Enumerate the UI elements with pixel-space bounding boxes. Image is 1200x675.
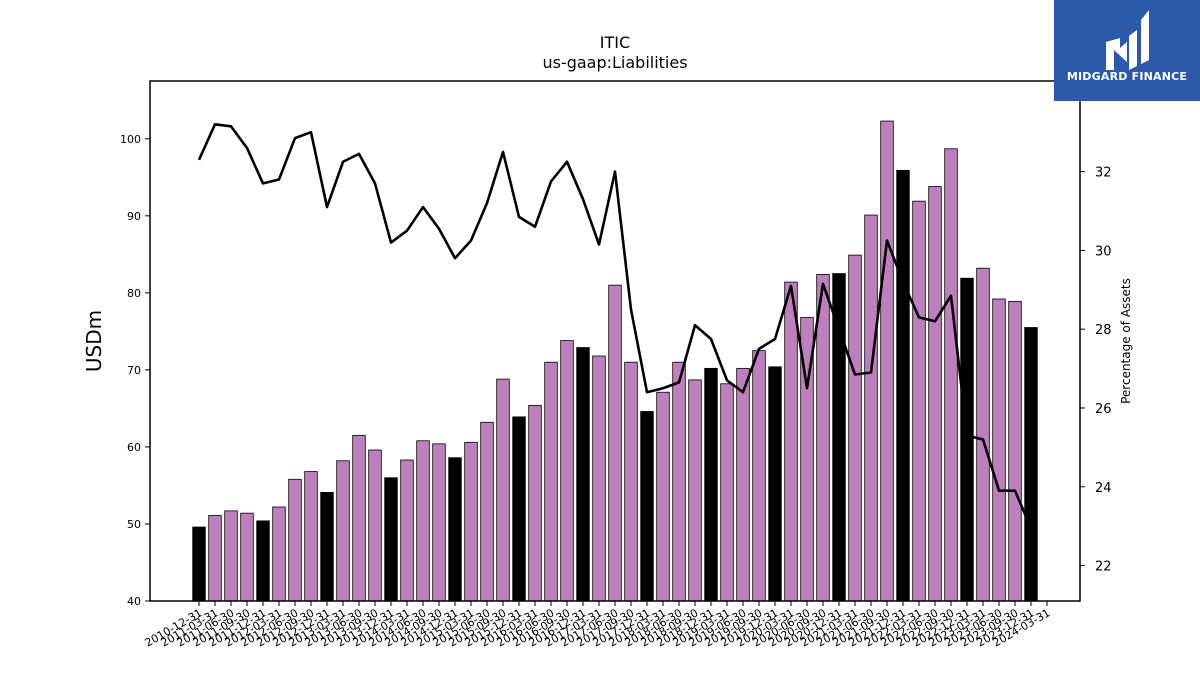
y-axis-left: 40 50 60 70 80 90 100 — [120, 133, 150, 608]
bar — [752, 350, 766, 602]
bar — [224, 510, 238, 602]
bar — [656, 391, 670, 602]
y2-tick-label: 28 — [1095, 323, 1112, 338]
bar — [400, 459, 414, 602]
bar — [640, 411, 654, 602]
bar — [304, 471, 318, 602]
bar — [192, 526, 206, 602]
bar — [496, 378, 510, 602]
bar — [848, 254, 862, 602]
y-tick-label: 100 — [120, 133, 141, 146]
y-tick-label: 50 — [127, 518, 141, 531]
bar — [960, 277, 974, 602]
bar — [896, 169, 910, 602]
bar — [320, 491, 334, 602]
bar — [240, 512, 254, 602]
y-tick-label: 70 — [127, 364, 141, 377]
bar — [912, 200, 926, 602]
bar — [336, 460, 350, 602]
bar — [928, 186, 942, 602]
bar — [816, 273, 830, 602]
bar — [944, 148, 958, 602]
bar — [576, 347, 590, 602]
bar — [704, 367, 718, 602]
y-tick-label: 40 — [127, 595, 141, 608]
bar — [624, 361, 638, 602]
bar — [384, 477, 398, 602]
bar — [880, 120, 894, 602]
bar — [560, 340, 574, 602]
y-tick-label: 90 — [127, 210, 141, 223]
y-tick-label: 60 — [127, 441, 141, 454]
bar — [736, 367, 750, 602]
y-axis-right: 22 24 26 28 30 32 — [1080, 166, 1112, 575]
bar — [592, 355, 606, 602]
bar — [768, 366, 782, 602]
bar — [512, 416, 526, 602]
bar — [864, 214, 878, 602]
x-axis: 2010-12-312011-03-312011-06-302011-09-30… — [143, 601, 1053, 650]
bar — [208, 515, 222, 602]
y2-tick-label: 30 — [1095, 244, 1112, 259]
bar — [288, 478, 302, 602]
bar — [448, 457, 462, 602]
bar — [1024, 327, 1038, 602]
bar — [976, 267, 990, 602]
y-tick-label: 80 — [127, 287, 141, 300]
bar — [784, 281, 798, 602]
y2-tick-label: 24 — [1095, 481, 1112, 496]
bar — [992, 298, 1006, 602]
bar — [608, 284, 622, 602]
bar — [528, 404, 542, 602]
bar — [688, 379, 702, 602]
bar — [272, 506, 286, 602]
bar — [832, 273, 846, 602]
bar — [1008, 300, 1022, 602]
y-axis-label-right: Percentage of Assets — [1119, 278, 1133, 404]
bar — [464, 441, 478, 602]
bar — [720, 383, 734, 602]
y-axis-label-left: USDm — [82, 310, 106, 372]
bar — [544, 361, 558, 602]
y2-tick-label: 32 — [1095, 166, 1112, 181]
bar — [256, 520, 270, 602]
bar — [416, 440, 430, 602]
bar — [368, 449, 382, 602]
brand-logo: MIDGARD FINANCE — [1054, 0, 1200, 101]
y2-tick-label: 26 — [1095, 402, 1112, 417]
logo-mark-icon — [1106, 10, 1149, 70]
y2-tick-label: 22 — [1095, 560, 1112, 575]
bar — [672, 361, 686, 602]
bar — [480, 421, 494, 602]
bar-series — [192, 120, 1038, 602]
bar — [432, 443, 446, 602]
percentage-line — [197, 123, 1033, 529]
bar — [352, 434, 366, 602]
logo-text: MIDGARD FINANCE — [1066, 70, 1188, 83]
chart-subtitle: us-gaap:Liabilities — [542, 53, 687, 72]
chart-title: ITIC — [600, 33, 630, 52]
